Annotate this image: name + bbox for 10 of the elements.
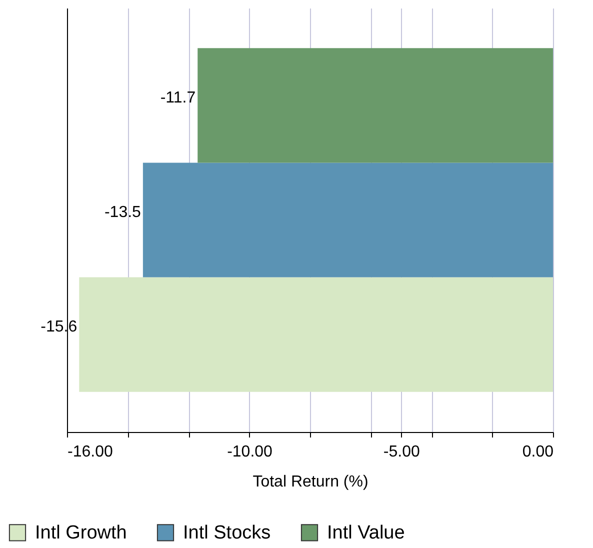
x-axis-title: Total Return (%) bbox=[252, 474, 368, 490]
x-tick-label: -16.00 bbox=[68, 444, 113, 460]
data-label: -11.7 bbox=[160, 89, 196, 106]
x-tick-label: -10.00 bbox=[227, 444, 273, 460]
data-label: -13.5 bbox=[104, 204, 142, 221]
x-tick-label: -5.00 bbox=[383, 444, 420, 460]
legend-label: Intl Stocks bbox=[183, 522, 271, 544]
legend-label: Intl Value bbox=[327, 522, 405, 544]
x-tick-label: 0.00 bbox=[522, 444, 554, 460]
legend-label: Intl Growth bbox=[35, 522, 127, 544]
